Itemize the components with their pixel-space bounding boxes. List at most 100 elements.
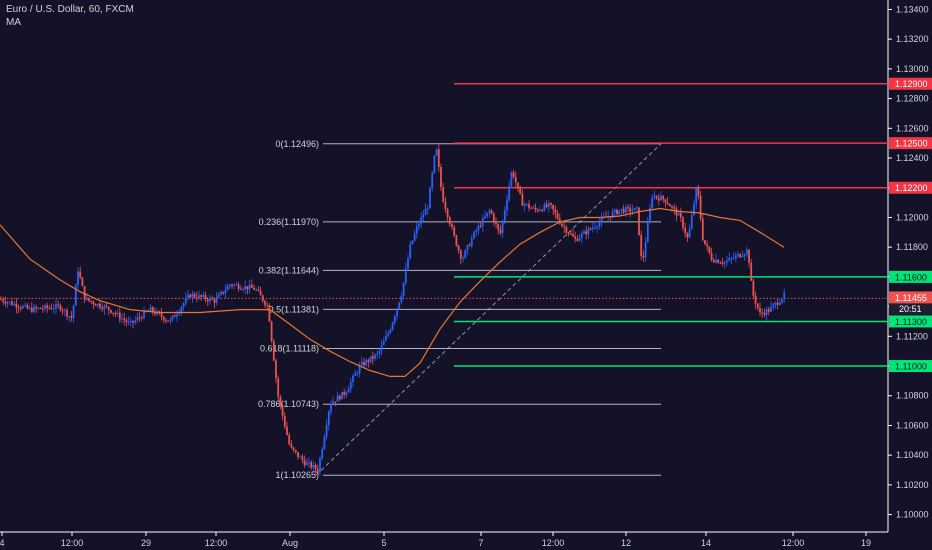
candle-body xyxy=(479,225,482,227)
candle-body xyxy=(151,307,154,312)
candle-body xyxy=(206,299,209,302)
candle-body xyxy=(57,304,60,306)
candle-body xyxy=(409,244,412,259)
candle-body xyxy=(345,392,348,395)
candle-body xyxy=(684,227,687,234)
resistance-price-badge xyxy=(889,181,932,194)
candle-body xyxy=(138,317,141,319)
candle-body xyxy=(332,401,335,405)
candle-body xyxy=(396,308,398,317)
candle-body xyxy=(616,209,618,215)
candle-body xyxy=(116,312,119,314)
candle-body xyxy=(521,193,524,206)
candle-body xyxy=(666,202,669,205)
candle-body xyxy=(517,182,519,187)
candle-body xyxy=(741,255,744,258)
candle-body xyxy=(756,303,759,308)
candle-body xyxy=(774,302,777,305)
candle-body xyxy=(319,458,321,472)
candle-body xyxy=(633,207,636,211)
candle-body xyxy=(134,320,137,323)
candle-body xyxy=(413,233,416,241)
price-tick-label: 1.11800 xyxy=(896,242,928,252)
candle-body xyxy=(224,290,227,294)
candle-body xyxy=(418,223,420,227)
candle-body xyxy=(693,203,695,215)
candle-body xyxy=(448,217,451,225)
countdown-badge xyxy=(889,303,932,315)
support-price-label: 1.11000 xyxy=(895,362,927,372)
candle-body xyxy=(532,207,535,209)
candle-body xyxy=(308,462,310,464)
price-tick-label: 1.10200 xyxy=(896,480,929,490)
candle-body xyxy=(44,305,46,309)
candle-body xyxy=(363,362,365,366)
candle-body xyxy=(248,284,251,290)
candle-body xyxy=(99,303,101,308)
candle-body xyxy=(490,210,493,214)
price-tick-label: 1.11200 xyxy=(896,331,928,341)
candle-body xyxy=(96,303,99,306)
candle-body xyxy=(649,207,651,223)
candle-body xyxy=(431,172,434,188)
candle-body xyxy=(506,199,508,211)
time-tick-label: 5 xyxy=(381,538,386,548)
candle-body xyxy=(677,212,680,216)
candle-body xyxy=(314,464,317,470)
candle-body xyxy=(424,208,427,216)
fib-trend-line xyxy=(315,143,662,476)
candle-body xyxy=(336,395,339,402)
candle-body xyxy=(182,303,185,308)
candle-body xyxy=(378,350,381,354)
candle-body xyxy=(668,204,671,207)
candle-body xyxy=(250,284,253,288)
candle-body xyxy=(591,227,594,230)
candle-body xyxy=(162,316,165,321)
candle-body xyxy=(435,149,438,156)
candle-body xyxy=(620,208,623,211)
candle-body xyxy=(468,245,471,247)
candle-body xyxy=(211,298,214,300)
candle-body xyxy=(715,259,717,263)
candle-body xyxy=(365,360,368,366)
candle-body xyxy=(239,288,242,290)
candle-body xyxy=(52,308,55,310)
candle-body xyxy=(682,217,684,228)
countdown-label: 20:51 xyxy=(899,304,922,314)
candle-body xyxy=(536,209,539,211)
candle-body xyxy=(653,195,656,198)
candles xyxy=(0,144,786,476)
candle-body xyxy=(635,207,638,209)
candle-body xyxy=(13,303,16,305)
resistance-price-label: 1.12500 xyxy=(895,139,928,149)
candle-body xyxy=(398,302,401,309)
candle-body xyxy=(85,297,88,300)
candle-body xyxy=(732,257,735,259)
candle-body xyxy=(26,305,29,309)
resistance-price-badge xyxy=(889,77,932,90)
price-tick-label: 1.13000 xyxy=(896,64,929,74)
candle-body xyxy=(622,208,625,213)
candle-body xyxy=(578,237,581,241)
candle-body xyxy=(422,215,425,218)
candle-body xyxy=(503,210,506,221)
support-price-badge xyxy=(889,315,932,328)
candle-body xyxy=(721,262,724,264)
candle-body xyxy=(589,228,592,230)
candle-body xyxy=(242,289,244,291)
price-tick-label: 1.13200 xyxy=(896,34,929,44)
candle-body xyxy=(512,172,515,178)
candle-body xyxy=(68,316,71,318)
candle-body xyxy=(594,227,596,229)
candle-body xyxy=(325,425,328,437)
candle-body xyxy=(611,212,614,218)
time-tick-label: Aug xyxy=(282,538,298,548)
candle-body xyxy=(209,298,211,302)
candle-body xyxy=(558,218,561,224)
candle-body xyxy=(105,305,108,307)
candle-body xyxy=(171,315,174,320)
candle-body xyxy=(81,277,84,287)
candle-body xyxy=(268,305,271,322)
candle-body xyxy=(393,316,396,323)
